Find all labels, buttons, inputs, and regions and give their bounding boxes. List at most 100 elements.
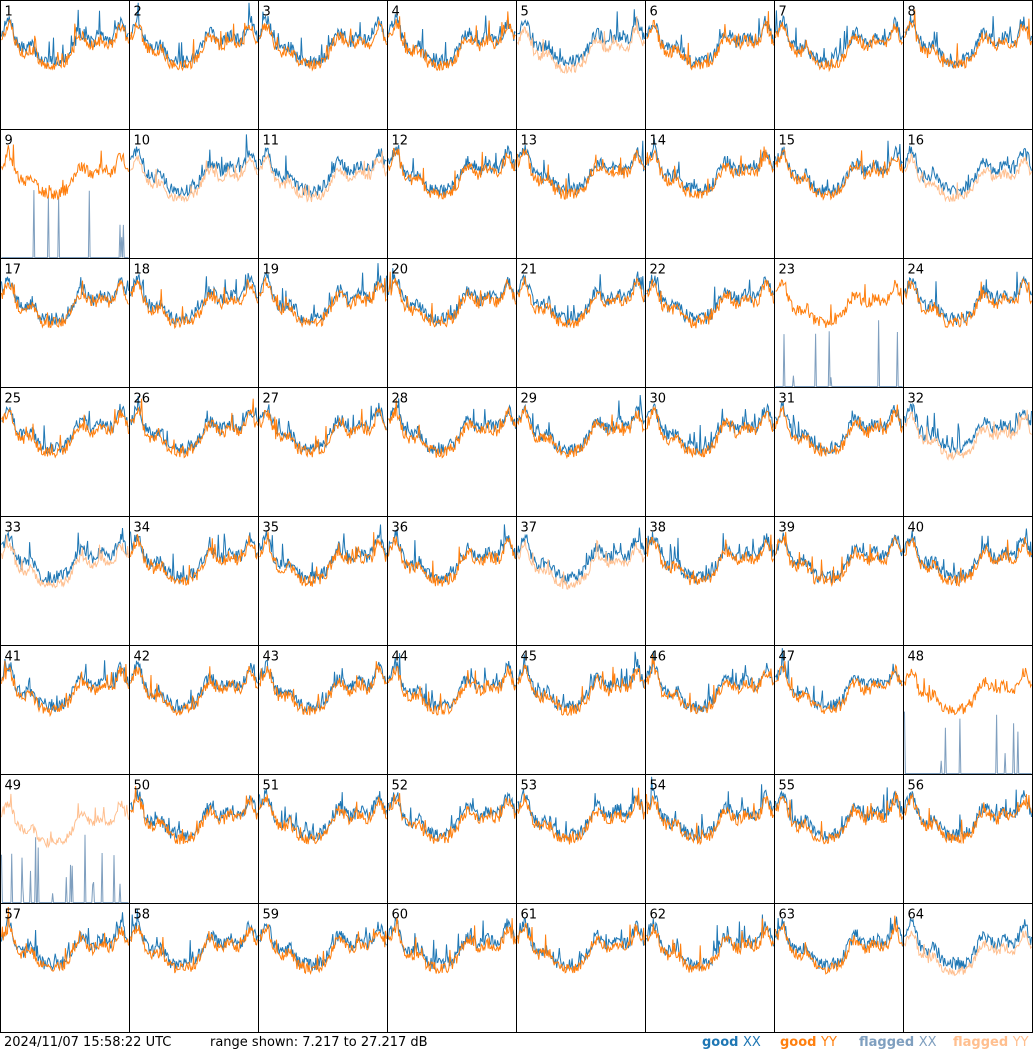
antenna-panel: 8 [903, 0, 1033, 130]
antenna-panel: 2 [129, 0, 259, 130]
legend-good-xx: good XX [702, 1035, 761, 1051]
yy-trace [259, 151, 387, 203]
antenna-panel: 44 [387, 645, 517, 775]
antenna-panel: 30 [645, 387, 775, 517]
yy-trace [130, 924, 258, 974]
xx-trace [130, 272, 258, 325]
yy-trace [904, 278, 1032, 329]
panel-label: 41 [5, 650, 22, 665]
panel-label: 62 [650, 908, 667, 923]
panel-label: 26 [134, 392, 151, 407]
panel-frame [258, 903, 388, 1033]
xx-trace [517, 787, 645, 842]
panel-label: 40 [908, 521, 925, 536]
legend-flagged-xx-pol: XX [918, 1035, 937, 1050]
antenna-panel: 11 [258, 129, 388, 259]
panel-frame [258, 516, 388, 646]
panel-label: 22 [650, 263, 667, 278]
panel-frame [645, 129, 775, 259]
antenna-panel: 49 [0, 774, 130, 904]
xx-trace [259, 147, 387, 199]
yy-trace [388, 536, 516, 587]
panel-label: 31 [779, 392, 796, 407]
antenna-panel: 45 [516, 645, 646, 775]
antenna-panel: 58 [129, 903, 259, 1033]
panel-label: 43 [263, 650, 280, 665]
yy-trace [388, 399, 516, 459]
yy-trace [646, 405, 774, 459]
panel-frame [774, 516, 904, 646]
panel-frame [516, 645, 646, 775]
panel-label: 38 [650, 521, 667, 536]
yy-trace [517, 405, 645, 460]
panel-frame [387, 387, 517, 517]
antenna-panel: 13 [516, 129, 646, 259]
panel-frame [903, 129, 1033, 259]
panel-frame [774, 903, 904, 1033]
xx-trace [517, 271, 645, 326]
panel-frame [903, 903, 1033, 1033]
antenna-panel: 10 [129, 129, 259, 259]
yy-trace [904, 9, 1032, 69]
panel-frame [258, 387, 388, 517]
panel-label: 14 [650, 134, 667, 149]
antenna-panel: 54 [645, 774, 775, 904]
panel-label: 6 [650, 5, 658, 20]
panel-label: 1 [5, 5, 13, 20]
yy-trace [1, 793, 129, 849]
panel-label: 59 [263, 908, 280, 923]
panel-frame [516, 129, 646, 259]
yy-trace [517, 664, 645, 717]
antenna-panel: 34 [129, 516, 259, 646]
panel-label: 44 [392, 650, 409, 665]
panel-label: 34 [134, 521, 151, 536]
legend-flagged-yy-pol: YY [1012, 1035, 1029, 1050]
xx-trace [1, 276, 129, 326]
panel-frame [774, 774, 904, 904]
panel-frame [774, 645, 904, 775]
timestamp: 2024/11/07 15:58:22 UTC [4, 1035, 172, 1050]
yy-trace [517, 539, 645, 590]
antenna-panel: 12 [387, 129, 517, 259]
yy-trace [388, 916, 516, 974]
panel-frame [774, 129, 904, 259]
yy-trace [646, 653, 774, 715]
yy-trace [775, 661, 903, 715]
yy-trace [130, 278, 258, 330]
antenna-panel: 15 [774, 129, 904, 259]
panel-label: 36 [392, 521, 409, 536]
panel-frame [0, 645, 130, 775]
legend-flagged-xx: flagged XX [859, 1035, 937, 1051]
yy-trace [1, 144, 129, 201]
yy-trace [517, 787, 645, 845]
antenna-panel: 3 [258, 0, 388, 130]
antenna-panel: 38 [645, 516, 775, 646]
range-readout: range shown: 7.217 to 27.217 dB [210, 1035, 428, 1050]
antenna-panel: 20 [387, 258, 517, 388]
yy-trace [904, 667, 1032, 716]
panel-frame [516, 258, 646, 388]
panel-frame [903, 774, 1033, 904]
yy-trace [517, 15, 645, 74]
xx-trace [517, 9, 645, 67]
panel-label: 20 [392, 263, 409, 278]
panel-label: 61 [521, 908, 538, 923]
yy-trace [130, 22, 258, 72]
panel-label: 39 [779, 521, 796, 536]
yy-trace [904, 153, 1032, 203]
antenna-panel: 5 [516, 0, 646, 130]
antenna-panel: 17 [0, 258, 130, 388]
panel-label: 27 [263, 392, 280, 407]
antenna-panel: 48 [903, 645, 1033, 775]
panel-label: 63 [779, 908, 796, 923]
panel-label: 58 [134, 908, 151, 923]
antenna-panel: 52 [387, 774, 517, 904]
panel-frame [645, 903, 775, 1033]
yy-trace [904, 537, 1032, 588]
antenna-panel: 50 [129, 774, 259, 904]
antenna-panel: 27 [258, 387, 388, 517]
panel-label: 49 [5, 779, 22, 794]
xx-trace [517, 527, 645, 584]
yy-trace [904, 792, 1032, 845]
